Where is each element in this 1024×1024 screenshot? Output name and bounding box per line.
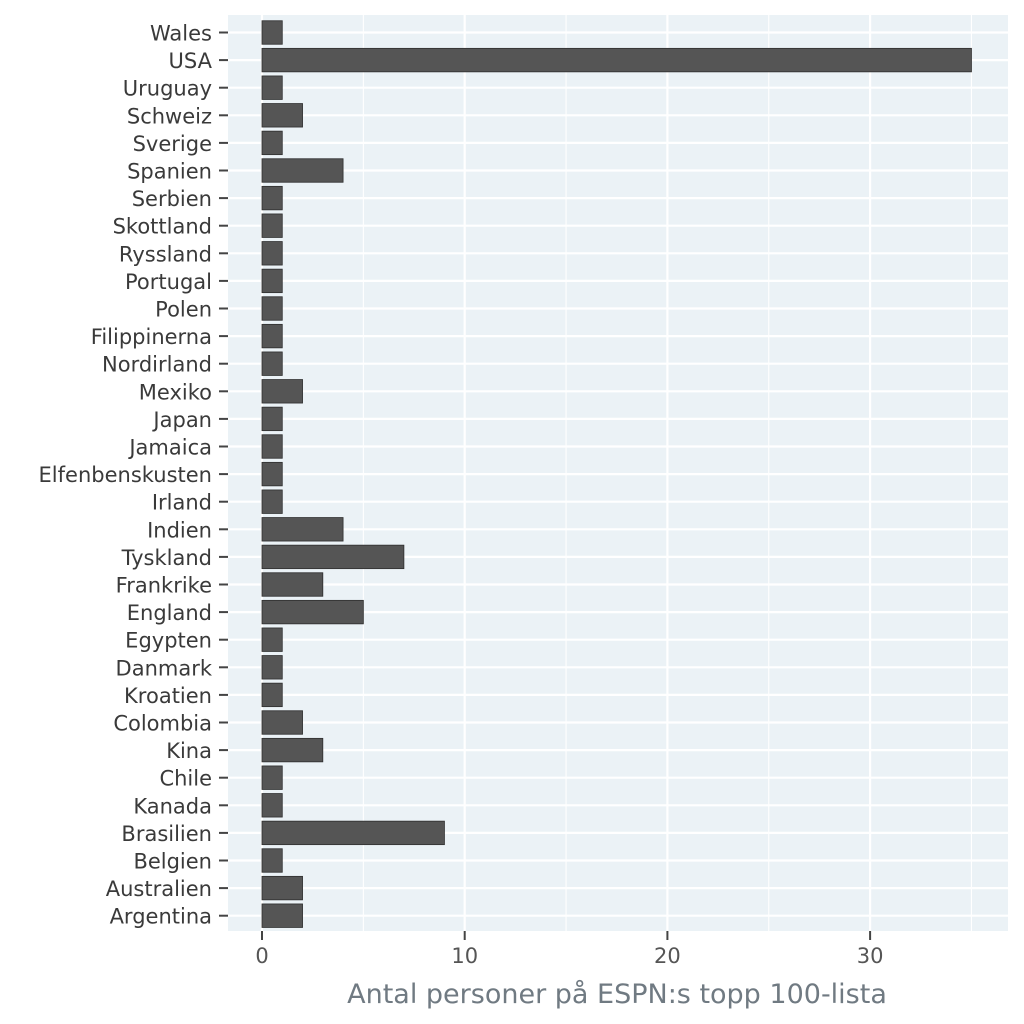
bar-argentina (261, 903, 303, 928)
y-tick-label: Kroatien (124, 684, 212, 708)
bar-polen (261, 296, 283, 321)
bar-brasilien (261, 820, 445, 846)
y-tick-label: Kina (166, 739, 212, 763)
y-tick-label: Filippinerna (91, 325, 212, 349)
bar-kanada (261, 793, 283, 818)
bar-skottland (261, 213, 283, 238)
y-tick-label: Spanien (127, 160, 212, 184)
bar-portugal (261, 268, 283, 294)
y-tick-label: Polen (155, 298, 212, 322)
bar-indien (261, 517, 344, 542)
bar-irland (261, 489, 283, 514)
bar-chile (261, 765, 283, 790)
bar-schweiz (261, 103, 303, 128)
y-tick-label: Ryssland (119, 242, 212, 266)
bar-elfenbenskusten (261, 461, 283, 487)
bar-colombia (261, 710, 303, 735)
x-tick-label: 10 (451, 944, 478, 968)
bars (261, 20, 972, 928)
bar-usa (261, 47, 972, 73)
y-tick-label: Sverige (133, 132, 212, 156)
y-tick-label: USA (169, 49, 213, 73)
y-tick-label: Uruguay (123, 77, 212, 101)
bar-tyskland (261, 544, 405, 570)
y-tick-label: Belgien (133, 850, 212, 874)
x-axis: 0 10 20 30 (255, 931, 883, 968)
bar-filippinerna (261, 323, 283, 349)
bar-japan (261, 406, 283, 432)
y-tick-label: Danmark (116, 656, 213, 680)
bar-england (261, 599, 364, 625)
y-tick-label: Brasilien (121, 822, 212, 846)
y-tick-label: Egypten (125, 629, 212, 653)
y-tick-label: Nordirland (102, 353, 212, 377)
y-tick-label: Elfenbenskusten (39, 463, 212, 487)
y-tick-label: Kanada (133, 794, 212, 818)
bar-sverige (261, 130, 283, 156)
bar-belgien (261, 848, 283, 873)
bar-ryssland (261, 241, 283, 266)
bar-egypten (261, 627, 283, 652)
bar-uruguay (261, 75, 283, 100)
bar-kina (261, 737, 324, 763)
bar-wales (261, 20, 283, 45)
y-tick-label: Skottland (113, 215, 212, 239)
y-tick-label: Portugal (125, 270, 212, 294)
x-tick-label: 20 (654, 944, 681, 968)
bar-serbien (261, 185, 283, 211)
y-tick-label: Australien (106, 877, 212, 901)
y-tick-label: Irland (152, 491, 212, 515)
bar-mexiko (261, 379, 303, 404)
y-tick-label: Serbien (132, 187, 212, 211)
y-tick-label: Chile (159, 767, 212, 791)
y-tick-label: Mexiko (139, 380, 212, 404)
y-tick-label: Schweiz (127, 104, 212, 128)
y-tick-label: Jamaica (127, 436, 212, 460)
y-tick-label: Colombia (113, 712, 212, 736)
x-tick-label: 0 (255, 944, 268, 968)
y-tick-label: Japan (151, 408, 212, 432)
y-tick-label: Frankrike (116, 574, 212, 598)
bar-kroatien (261, 682, 283, 708)
y-axis: Wales USA Uruguay Schweiz Sverige Spanien Serb… (39, 22, 228, 929)
y-tick-label: Indien (147, 518, 212, 542)
y-tick-label: Wales (150, 22, 212, 46)
x-tick-label: 30 (857, 944, 884, 968)
bar-australien (261, 875, 303, 901)
bar-spanien (261, 158, 344, 183)
y-tick-label: England (127, 601, 212, 625)
bar-frankrike (261, 572, 324, 597)
y-tick-label: Argentina (110, 905, 212, 929)
bar-jamaica (261, 434, 283, 459)
x-axis-title: Antal personer på ESPN:s topp 100-lista (347, 979, 887, 1010)
bar-danmark (261, 655, 283, 680)
bar-nordirland (261, 351, 283, 376)
y-tick-label: Tyskland (121, 546, 212, 570)
